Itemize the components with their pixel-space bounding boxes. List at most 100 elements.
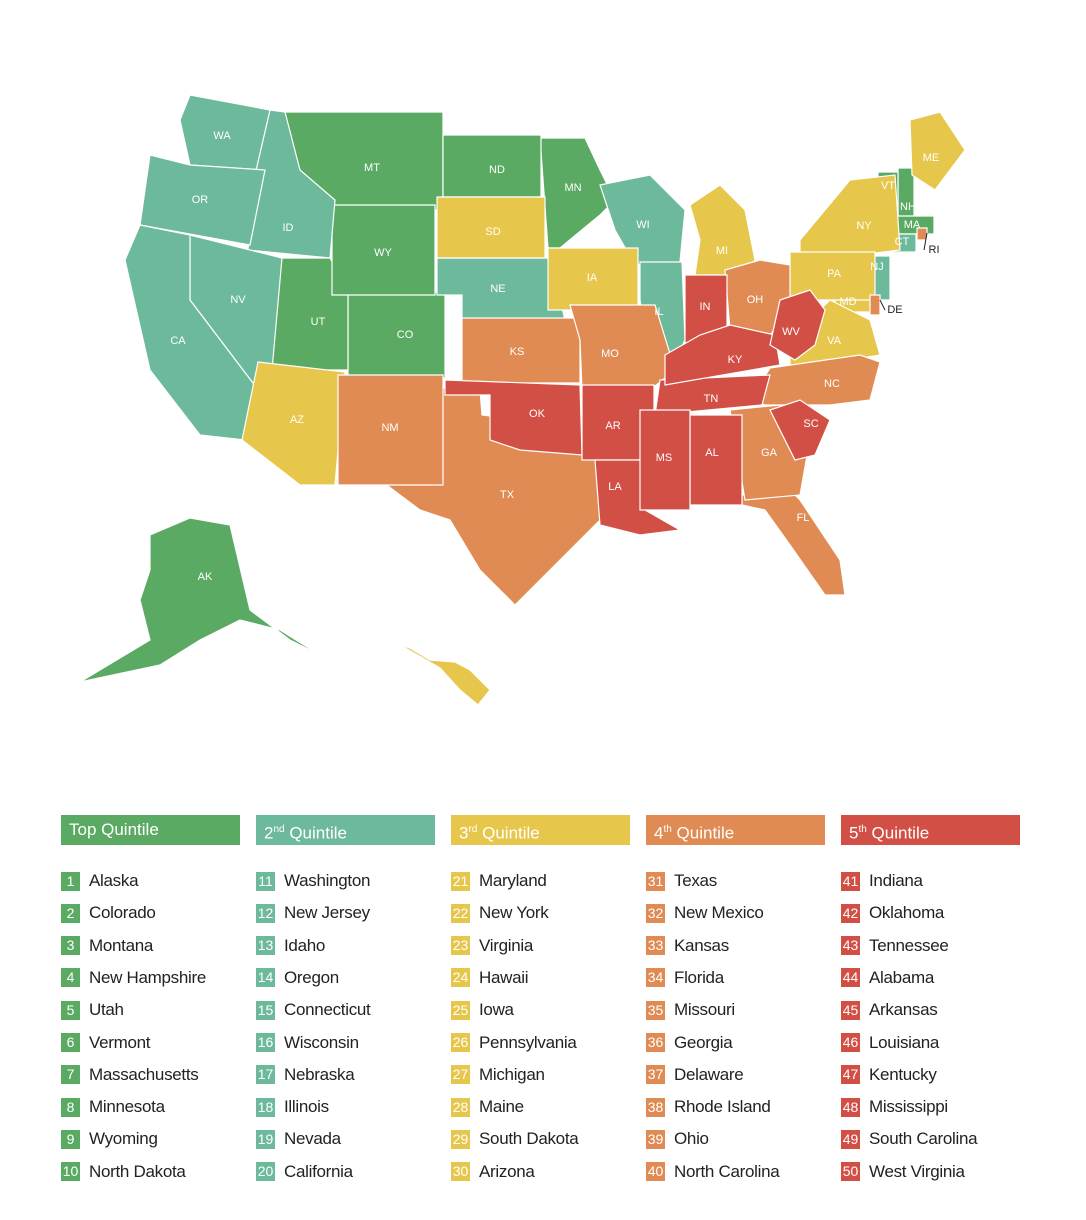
header-number: 5 <box>849 823 859 843</box>
state-shape <box>337 374 444 486</box>
legend-column: Top Quintile 1 Alaska 2 Colorado 3 Montana 4 New… <box>61 815 240 1182</box>
legend-row: 36 Georgia <box>646 1032 733 1054</box>
header-number: 2 <box>264 823 274 843</box>
rank-badge: 17 <box>256 1065 275 1085</box>
state-name: Delaware <box>674 1064 744 1084</box>
header-number: 4 <box>654 823 664 843</box>
state-abbr: CA <box>170 335 186 347</box>
legend-row: 10 North Dakota <box>61 1161 186 1183</box>
state-name: South Carolina <box>869 1129 978 1149</box>
rank-badge: 20 <box>256 1162 275 1182</box>
state-shape <box>769 289 826 361</box>
quintile-header: 5th Quintile <box>841 815 1020 845</box>
legend-row: 24 Hawaii <box>451 967 529 989</box>
state-abbr: NM <box>381 422 398 434</box>
legend-row: 8 Minnesota <box>61 1096 165 1118</box>
header-suffix: nd <box>273 824 285 835</box>
rank-badge: 13 <box>256 936 275 956</box>
state-abbr: AZ <box>290 414 304 426</box>
legend-row: 4 New Hampshire <box>61 967 206 989</box>
rank-badge: 4 <box>61 968 80 988</box>
legend-column: 3rd Quintile 21 Maryland 22 New York 23 Virgin… <box>451 815 630 1182</box>
state-abbr: MT <box>364 162 380 174</box>
legend-row: 30 Arizona <box>451 1161 535 1183</box>
legend-row: 49 South Carolina <box>841 1128 978 1150</box>
rank-badge: 36 <box>646 1033 665 1052</box>
rank-badge: 19 <box>256 1129 275 1149</box>
legend-row: 12 New Jersey <box>256 902 370 924</box>
rank-badge: 21 <box>451 871 470 891</box>
legend-row: 41 Indiana <box>841 870 923 892</box>
legend-row: 43 Tennessee <box>841 935 949 957</box>
legend-row: 31 Texas <box>646 870 717 892</box>
rank-badge: 3 <box>61 936 80 956</box>
state-name: North Carolina <box>674 1161 780 1181</box>
quintile-header: 4th Quintile <box>646 815 825 845</box>
rank-badge: 14 <box>256 968 275 988</box>
header-text: Quintile <box>482 823 540 843</box>
state-abbr: MS <box>656 452 673 464</box>
rank-badge: 34 <box>646 968 665 988</box>
state-abbr: SC <box>803 418 818 430</box>
legend-row: 15 Connecticut <box>256 999 371 1021</box>
state-name: Vermont <box>89 1032 151 1052</box>
state-abbr: GA <box>761 447 778 459</box>
legend-row: 11 Washington <box>256 870 370 892</box>
state-name: Oklahoma <box>869 903 945 923</box>
state-name: Connecticut <box>284 1000 371 1020</box>
legend: Top Quintile 1 Alaska 2 Colorado 3 Montana 4 New… <box>0 815 1086 1195</box>
state-abbr: RI <box>929 244 940 256</box>
state-abbr: NC <box>824 378 840 390</box>
legend-row: 46 Louisiana <box>841 1032 939 1054</box>
rank-badge: 33 <box>646 936 665 956</box>
state-name: North Dakota <box>89 1161 186 1181</box>
header-suffix: th <box>663 824 672 835</box>
state-name: New Mexico <box>674 903 764 923</box>
state-name: Alabama <box>869 967 934 987</box>
rank-badge: 7 <box>61 1065 80 1085</box>
state-name: Utah <box>89 1000 124 1020</box>
state-shape <box>769 399 831 461</box>
legend-row: 32 New Mexico <box>646 902 764 924</box>
legend-row: 7 Massachusetts <box>61 1064 199 1086</box>
rank-badge: 45 <box>841 1000 860 1020</box>
state-name: Kansas <box>674 935 729 955</box>
legend-row: 5 Utah <box>61 999 124 1021</box>
state-shape <box>461 317 581 384</box>
state-name: Arkansas <box>869 1000 938 1020</box>
rank-badge: 26 <box>451 1033 470 1052</box>
state-abbr: IL <box>654 306 663 318</box>
state-name: Nebraska <box>284 1064 355 1084</box>
state-shape <box>241 361 346 486</box>
rank-badge: 24 <box>451 968 470 988</box>
state-name: Wyoming <box>89 1129 158 1149</box>
state-name: Wisconsin <box>284 1032 359 1052</box>
state-abbr: WA <box>213 130 231 142</box>
quintile-header: 2nd Quintile <box>256 815 435 845</box>
rank-badge: 6 <box>61 1033 80 1052</box>
quintile-header: Top Quintile <box>61 815 240 845</box>
header-suffix: th <box>858 824 867 835</box>
legend-row: 16 Wisconsin <box>256 1032 359 1054</box>
state-name: Ohio <box>674 1129 709 1149</box>
rank-badge: 8 <box>61 1097 80 1117</box>
legend-row: 47 Kentucky <box>841 1064 937 1086</box>
state-abbr: ND <box>489 164 505 176</box>
header-suffix: rd <box>468 824 478 835</box>
rank-badge: 42 <box>841 903 860 923</box>
rank-badge: 22 <box>451 903 470 923</box>
state-abbr: OK <box>529 408 546 420</box>
state-name: California <box>284 1161 353 1181</box>
legend-row: 40 North Carolina <box>646 1161 780 1183</box>
state-abbr: NJ <box>870 261 883 273</box>
state-name: Illinois <box>284 1097 329 1117</box>
rank-badge: 5 <box>61 1000 80 1020</box>
legend-row: 14 Oregon <box>256 967 339 989</box>
state-abbr: KY <box>728 354 743 366</box>
rank-badge: 40 <box>646 1162 665 1182</box>
state-name: Idaho <box>284 935 326 955</box>
state-name: Maryland <box>479 871 547 890</box>
state-abbr: TX <box>500 489 515 501</box>
state-shape <box>689 184 756 276</box>
legend-row: 27 Michigan <box>451 1064 545 1086</box>
